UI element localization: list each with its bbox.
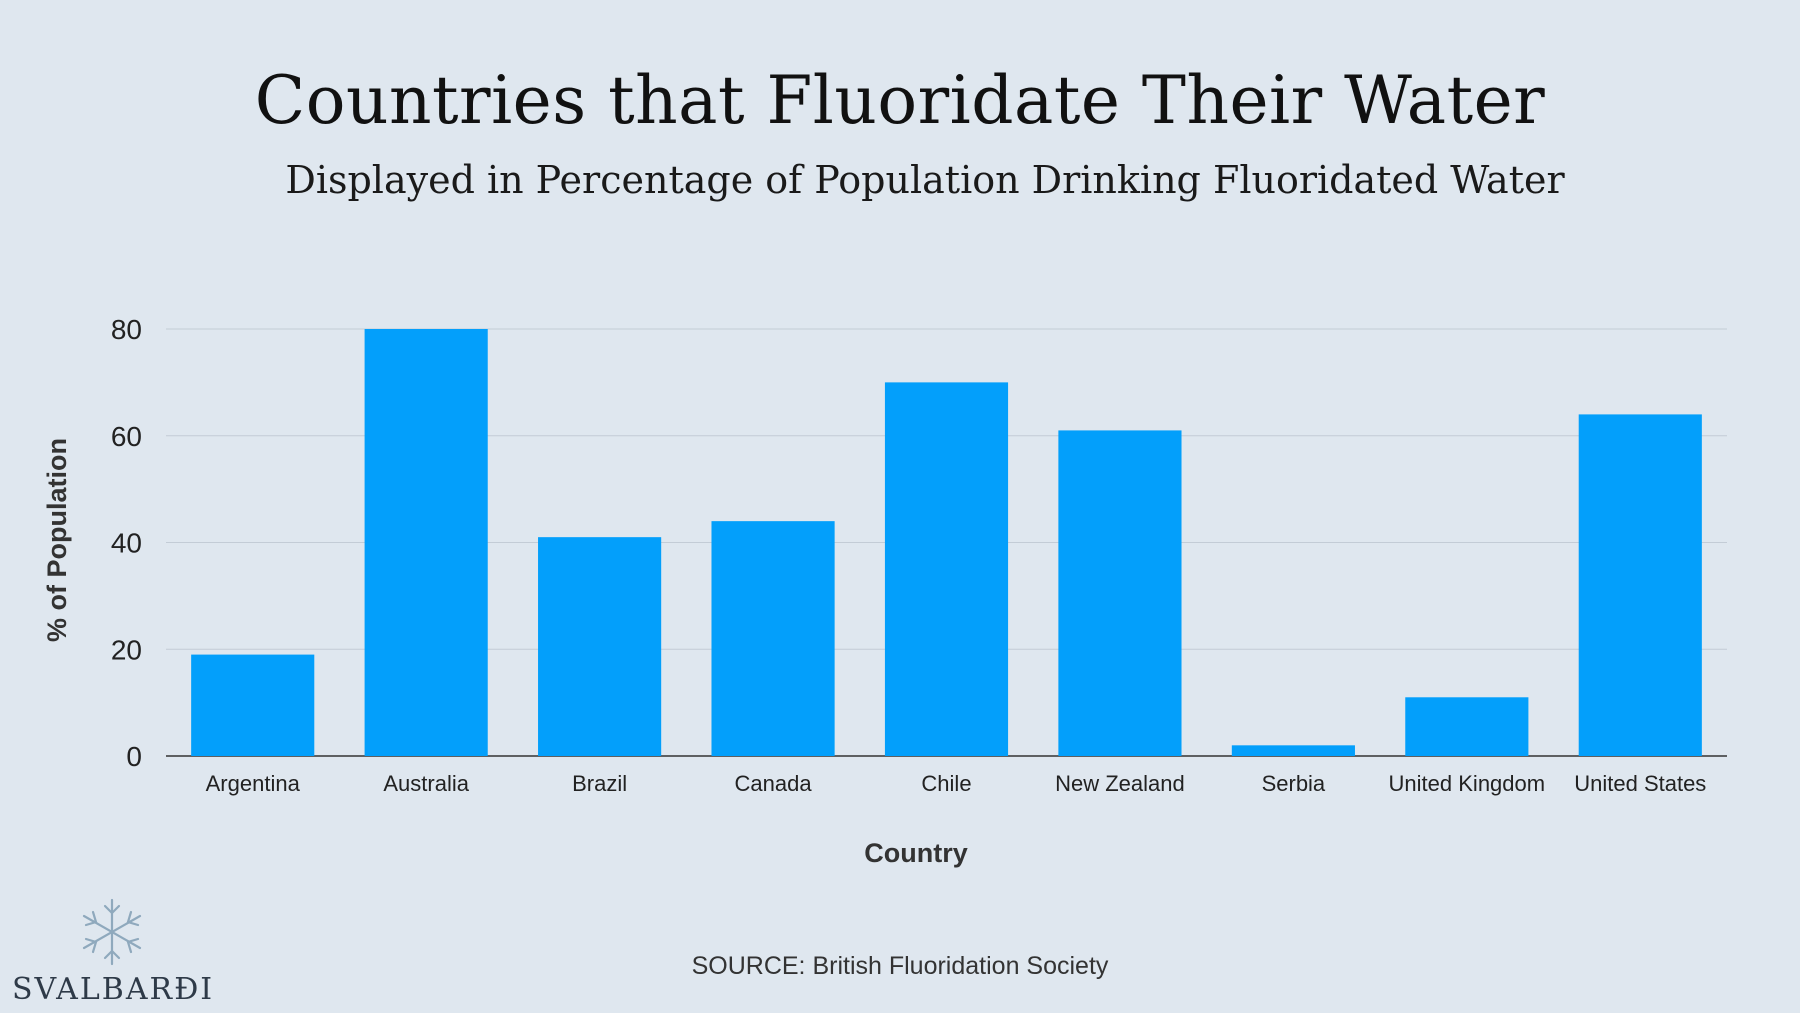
x-tick-label: Brazil (572, 771, 627, 796)
bar-australia (364, 329, 488, 756)
x-tick-label: United Kingdom (1389, 771, 1546, 796)
y-tick-label: 40 (111, 528, 142, 559)
x-tick-label: Argentina (206, 771, 301, 796)
y-tick-label: 20 (111, 634, 142, 665)
bar-new-zealand (1058, 430, 1182, 756)
chart-title: Countries that Fluoridate Their Water (254, 62, 1546, 139)
x-tick-label: Australia (383, 771, 469, 796)
bars (191, 329, 1702, 756)
snowflake-icon (82, 898, 142, 966)
x-tick-label: Canada (735, 771, 813, 796)
y-tick-label: 0 (126, 741, 142, 772)
x-tick-label: Serbia (1262, 771, 1326, 796)
x-tick-label: New Zealand (1055, 771, 1185, 796)
logo-wordmark: SVALBARÐI (12, 972, 215, 1007)
chart-subtitle: Displayed in Percentage of Population Dr… (285, 158, 1565, 202)
x-axis-label: Country (864, 838, 968, 868)
y-tick-label: 60 (111, 421, 142, 452)
y-tick-labels: 0 20 40 60 80 (111, 314, 142, 772)
bar-argentina (191, 654, 315, 756)
x-tick-labels: Argentina Australia Brazil Canada Chile New Z… (206, 771, 1707, 796)
bar-united-kingdom (1405, 697, 1529, 756)
y-tick-label: 80 (111, 314, 142, 345)
bar-united-states (1578, 414, 1702, 756)
y-axis-label: % of Population (42, 438, 72, 642)
bar-serbia (1231, 745, 1355, 756)
bar-canada (711, 521, 835, 756)
x-tick-label: Chile (921, 771, 971, 796)
bar-brazil (538, 537, 662, 756)
x-tick-label: United States (1574, 771, 1706, 796)
source-note: SOURCE: British Fluoridation Society (691, 952, 1109, 980)
bar-chile (884, 382, 1009, 756)
svalbardi-logo: SVALBARÐI (12, 896, 215, 1011)
